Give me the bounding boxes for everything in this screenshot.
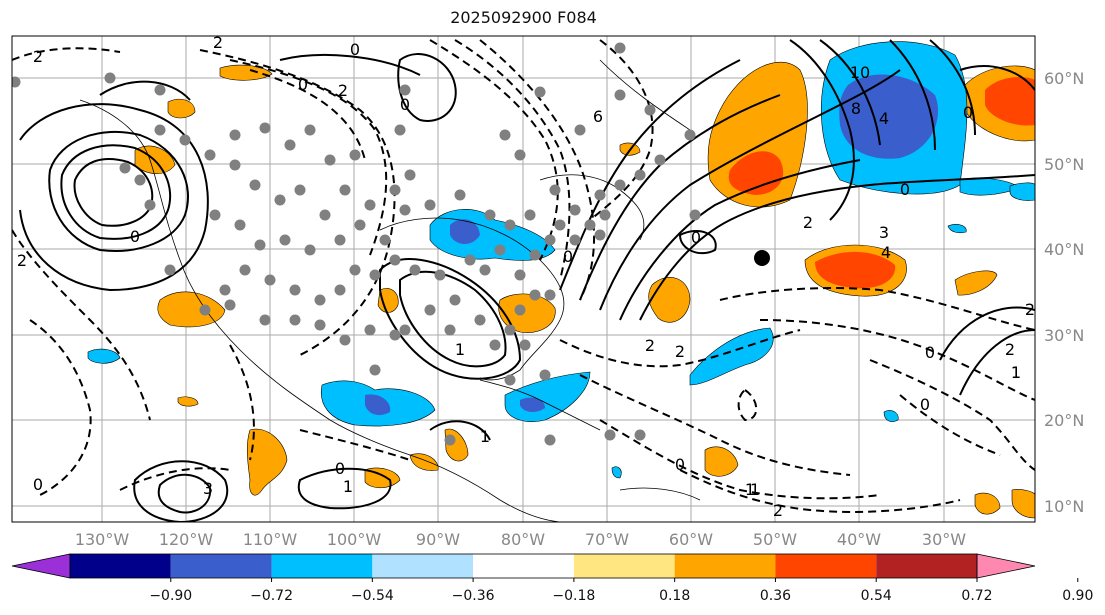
colorbar-segment bbox=[473, 554, 574, 578]
colorbar-segment bbox=[876, 554, 977, 578]
longitude-label: 70°W bbox=[585, 530, 629, 549]
colorbar-segment bbox=[372, 554, 474, 578]
longitude-label: 90°W bbox=[416, 530, 460, 549]
contour-label: 2 bbox=[675, 342, 685, 361]
colorbar-outline bbox=[69, 553, 978, 579]
colorbar-segment bbox=[170, 554, 272, 578]
colorbar-segment bbox=[271, 554, 373, 578]
longitude-label: 40°W bbox=[837, 530, 881, 549]
colorbar-tick-label: 0.36 bbox=[760, 588, 791, 604]
longitude-label: 60°W bbox=[669, 530, 713, 549]
contour-label: 0 bbox=[335, 459, 345, 478]
longitude-label: 120°W bbox=[159, 530, 214, 549]
contour-label: 0 bbox=[925, 343, 935, 362]
colorbar-tick-label: 0.54 bbox=[861, 588, 892, 604]
positive-contours bbox=[19, 39, 1035, 522]
contour-label: 2 bbox=[338, 81, 348, 100]
contour-label: 0 bbox=[920, 395, 930, 414]
contour-label: 1 bbox=[343, 477, 353, 496]
contour-label: 1 bbox=[750, 480, 760, 499]
contour-label: 1 bbox=[745, 480, 755, 499]
contour-label: 1 bbox=[1011, 363, 1021, 382]
positive-anomaly-shading bbox=[134, 61, 1035, 519]
latitude-label: 30°N bbox=[1044, 326, 1084, 345]
colorbar-tick-label: −0.90 bbox=[149, 588, 192, 604]
contour-label: 4 bbox=[879, 109, 889, 128]
contour-label: 0 bbox=[691, 228, 701, 247]
negative-contours bbox=[12, 39, 1035, 513]
contour-label: 2 bbox=[213, 33, 223, 52]
latitude-label: 50°N bbox=[1044, 155, 1084, 174]
colorbar-tick-label: 0.72 bbox=[961, 588, 992, 604]
black-marker bbox=[754, 250, 770, 266]
contour-label: 0 bbox=[963, 103, 973, 122]
contour-label: 0 bbox=[298, 75, 308, 94]
longitude-label: 130°W bbox=[75, 530, 130, 549]
colorbar-segment bbox=[674, 554, 776, 578]
contour-label: 3 bbox=[879, 223, 889, 242]
colorbar-tick-label: −0.36 bbox=[452, 588, 495, 604]
latitude-labels: 60°N 50°N 40°N 30°N 20°N 10°N bbox=[1044, 69, 1084, 516]
longitude-label: 110°W bbox=[243, 530, 298, 549]
colorbar-tick-labels: −0.90 −0.72 −0.54 −0.36 −0.18 0.18 0.36 0.54 0.7… bbox=[149, 578, 1093, 604]
colorbar-tick-label: −0.72 bbox=[250, 588, 293, 604]
latitude-label: 40°N bbox=[1044, 240, 1084, 259]
longitude-label: 80°W bbox=[501, 530, 545, 549]
contour-label: 0 bbox=[563, 247, 573, 266]
contour-label: 8 bbox=[851, 99, 861, 118]
colorbar-tick-label: 0.90 bbox=[1062, 588, 1093, 604]
colorbar-tick-label: 0.18 bbox=[659, 588, 690, 604]
contour-label: 0 bbox=[675, 455, 685, 474]
contour-label: 10 bbox=[850, 63, 870, 82]
latitude-label: 60°N bbox=[1044, 69, 1084, 88]
map-title: 2025092900 F084 bbox=[450, 8, 597, 27]
longitude-label: 30°W bbox=[922, 530, 966, 549]
colorbar-segment bbox=[775, 554, 877, 578]
contour-label: 0 bbox=[900, 180, 910, 199]
colorbar-extend-high bbox=[976, 553, 1036, 579]
longitude-label: 100°W bbox=[327, 530, 382, 549]
contour-label: 0 bbox=[350, 40, 360, 59]
map-frame bbox=[11, 35, 1036, 523]
contour-label: 0 bbox=[400, 95, 410, 114]
contour-label: 3 bbox=[203, 479, 213, 498]
colorbar-segment bbox=[70, 554, 171, 578]
latitude-label: 10°N bbox=[1044, 497, 1084, 516]
contour-label: 0 bbox=[130, 227, 140, 246]
contour-label: 2 bbox=[17, 251, 27, 270]
colorbar bbox=[11, 553, 1036, 579]
contour-label: 1 bbox=[480, 427, 490, 446]
longitude-label: 50°W bbox=[753, 530, 797, 549]
contour-label: 4 bbox=[881, 243, 891, 262]
contour-label: 2 bbox=[1025, 300, 1035, 319]
station-markers bbox=[12, 42, 701, 446]
contour-label: 1 bbox=[455, 340, 465, 359]
contour-label: 2 bbox=[645, 336, 655, 355]
contour-label: 2 bbox=[1005, 340, 1015, 359]
contour-label: 2 bbox=[803, 213, 813, 232]
contour-label: 2 bbox=[33, 47, 43, 66]
colorbar-tick-label: −0.18 bbox=[552, 588, 595, 604]
longitude-labels: 130°W 120°W 110°W 100°W 90°W 80°W 70°W 60°W 50°W… bbox=[75, 530, 966, 549]
latitude-label: 20°N bbox=[1044, 411, 1084, 430]
colorbar-tick-label: −0.54 bbox=[351, 588, 394, 604]
colorbar-segment bbox=[573, 554, 675, 578]
contour-label: 2 bbox=[773, 501, 783, 520]
contour-label: 0 bbox=[33, 475, 43, 494]
contour-label: 1 bbox=[1011, 363, 1021, 382]
colorbar-extend-low bbox=[11, 553, 71, 579]
contour-label: 6 bbox=[593, 107, 603, 126]
